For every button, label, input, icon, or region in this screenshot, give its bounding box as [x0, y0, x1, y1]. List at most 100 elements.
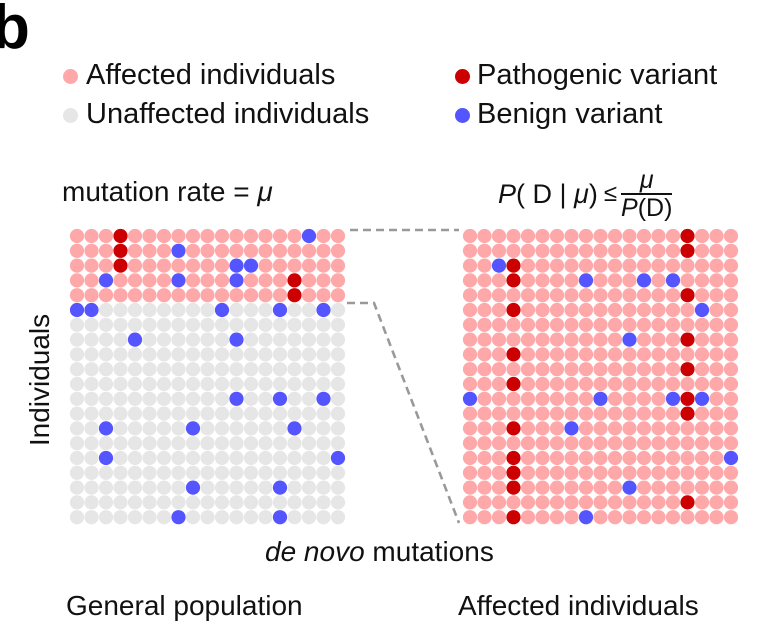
affected-individual-dot — [593, 332, 608, 347]
affected-individual-dot — [622, 288, 637, 303]
benign-variant-dot — [287, 421, 302, 436]
unaffected-individual-dot — [113, 347, 128, 362]
unaffected-individual-dot — [156, 347, 172, 362]
unaffected-individual-dot — [272, 317, 288, 332]
affected-individual-dot — [636, 480, 652, 495]
affected-individual-dot — [665, 288, 681, 303]
unaffected-individual-dot — [98, 406, 114, 421]
pathogenic-variant-dot — [680, 406, 695, 421]
unaffected-individual-dot — [258, 302, 273, 318]
affected-individual-dot — [477, 302, 492, 318]
unaffected-individual-dot — [142, 376, 157, 392]
x-axis-label: de novo mutations — [265, 536, 494, 568]
affected-individual-dot — [709, 258, 724, 273]
affected-individual-dot — [491, 302, 507, 318]
affected-individual-dot — [694, 376, 710, 392]
affected-individual-dot — [477, 243, 492, 258]
affected-individual-dot — [156, 228, 172, 244]
affected-individual-dot — [477, 332, 492, 347]
affected-individual-dot — [535, 495, 550, 510]
unaffected-individual-dot — [229, 436, 244, 451]
affected-individual-dot — [98, 288, 114, 303]
unaffected-individual-dot — [301, 347, 317, 362]
affected-individual-dot — [477, 347, 492, 362]
unaffected-individual-dot — [171, 495, 186, 510]
affected-individual-dot — [607, 391, 623, 406]
benign-variant-dot — [694, 302, 710, 318]
benign-variant-dot — [578, 273, 594, 288]
affected-individual-dot — [607, 273, 623, 288]
affected-individual-dot — [549, 391, 565, 406]
affected-individual-dot — [214, 258, 230, 273]
unaffected-individual-dot — [316, 421, 331, 436]
affected-individual-dot — [593, 436, 608, 451]
unaffected-individual-dot — [142, 302, 157, 318]
affected-individual-dot — [564, 510, 579, 525]
affected-individual-dot — [607, 421, 623, 436]
unaffected-individual-dot — [214, 480, 230, 495]
affected-individual-dot — [578, 465, 594, 480]
pathogenic-variant-dot — [680, 228, 695, 244]
affected-individual-dot — [651, 436, 666, 451]
unaffected-individual-dot — [156, 421, 172, 436]
unaffected-individual-dot — [113, 436, 128, 451]
affected-individual-dot — [651, 362, 666, 377]
affected-individual-dot — [243, 288, 259, 303]
unaffected-individual-dot — [200, 436, 215, 451]
unaffected-individual-dot — [214, 317, 230, 332]
unaffected-individual-dot — [142, 332, 157, 347]
affected-individual-dot — [506, 406, 521, 421]
unaffected-individual-dot — [200, 362, 215, 377]
unaffected-individual-dot — [156, 510, 172, 525]
affected-individual-dot — [477, 510, 492, 525]
x-axis-label-italic: de novo — [265, 536, 365, 567]
unaffected-individual-dot — [156, 465, 172, 480]
unaffected-individual-dot — [287, 332, 302, 347]
affected-individual-dot — [127, 273, 143, 288]
affected-individual-dot — [491, 391, 507, 406]
affected-individual-dot — [622, 465, 637, 480]
affected-individual-dot — [694, 510, 710, 525]
benign-variant-dot — [665, 391, 681, 406]
affected-individual-dot — [651, 228, 666, 244]
affected-individual-dot — [69, 243, 85, 258]
unaffected-individual-dot — [258, 332, 273, 347]
affected-individual-dot — [578, 480, 594, 495]
affected-individual-dot — [578, 436, 594, 451]
denominator-d: (D) — [637, 194, 673, 222]
affected-individual-dot — [694, 406, 710, 421]
unaffected-individual-dot — [301, 510, 317, 525]
affected-individual-dot — [636, 495, 652, 510]
affected-individual-dot — [709, 332, 724, 347]
affected-individual-dot — [462, 406, 478, 421]
affected-individual-dot — [535, 465, 550, 480]
affected-individual-dot — [564, 450, 579, 466]
affected-individual-dot — [506, 495, 521, 510]
unaffected-individual-dot — [243, 317, 259, 332]
affected-individual-dot — [316, 288, 331, 303]
unaffected-individual-dot — [185, 406, 201, 421]
affected-individual-dot — [723, 243, 739, 258]
affected-individual-dot — [127, 228, 143, 244]
affected-individual-dot — [694, 317, 710, 332]
affected-individual-dot — [680, 258, 695, 273]
affected-individual-dot — [171, 288, 186, 303]
affected-individual-dot — [665, 228, 681, 244]
affected-individual-dot — [694, 436, 710, 451]
affected-individual-dot — [462, 228, 478, 244]
affected-individual-dot — [243, 243, 259, 258]
affected-individual-dot — [709, 228, 724, 244]
affected-individual-dot — [549, 243, 565, 258]
unaffected-individual-dot — [98, 317, 114, 332]
affected-individual-dot — [506, 362, 521, 377]
pathogenic-variant-dot — [506, 510, 521, 525]
affected-individual-dot — [694, 465, 710, 480]
affected-individual-dot — [723, 510, 739, 525]
affected-individual-dot — [564, 302, 579, 318]
affected-individual-dot — [491, 347, 507, 362]
unaffected-individual-dot — [98, 465, 114, 480]
unaffected-individual-dot — [185, 332, 201, 347]
affected-individual-dot — [535, 406, 550, 421]
unaffected-individual-dot — [243, 376, 259, 392]
benign-variant-dot — [171, 243, 186, 258]
